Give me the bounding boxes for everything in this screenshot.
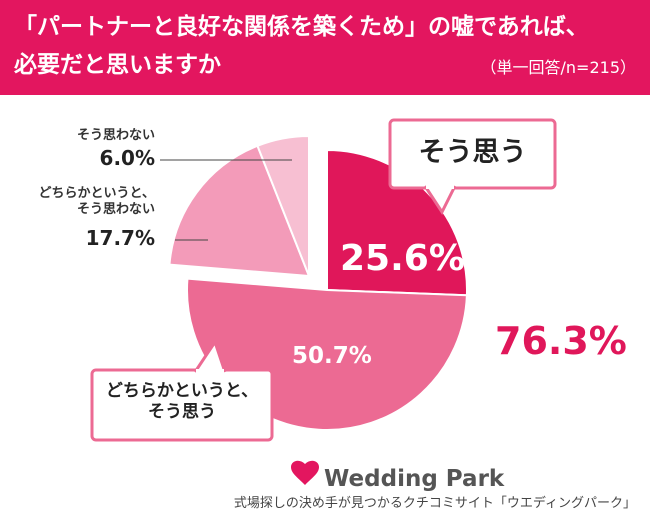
value-label: 25.6%: [340, 238, 465, 279]
value-label: 50.7%: [292, 343, 372, 369]
pie-slice: [168, 144, 311, 278]
callout: [388, 118, 557, 216]
subtitle: （単一回答/n=215）: [480, 58, 636, 77]
category-label: どちらかというと、 そう思う: [105, 381, 259, 423]
total-annotation: 76.3%: [495, 319, 627, 363]
header-band: [0, 0, 650, 95]
brand: Wedding Park: [324, 466, 505, 492]
value-label: 17.7%: [85, 226, 155, 250]
category-label: そう思う: [418, 137, 527, 168]
callout: [90, 338, 274, 442]
logo-heart: [291, 460, 319, 485]
footer: 式場探しの決め手が見つかるクチコミサイト「ウエディングパーク」: [233, 496, 636, 511]
category-label: そう思わない: [76, 128, 155, 143]
value-label: 6.0%: [99, 146, 155, 170]
chart-title: 「パートナーと良好な関係を築くため」の嘘であれば、 必要だと思いますか: [14, 14, 589, 78]
pie-slice: [256, 134, 310, 277]
category-label: どちらかというと、 そう思わない: [38, 186, 155, 218]
